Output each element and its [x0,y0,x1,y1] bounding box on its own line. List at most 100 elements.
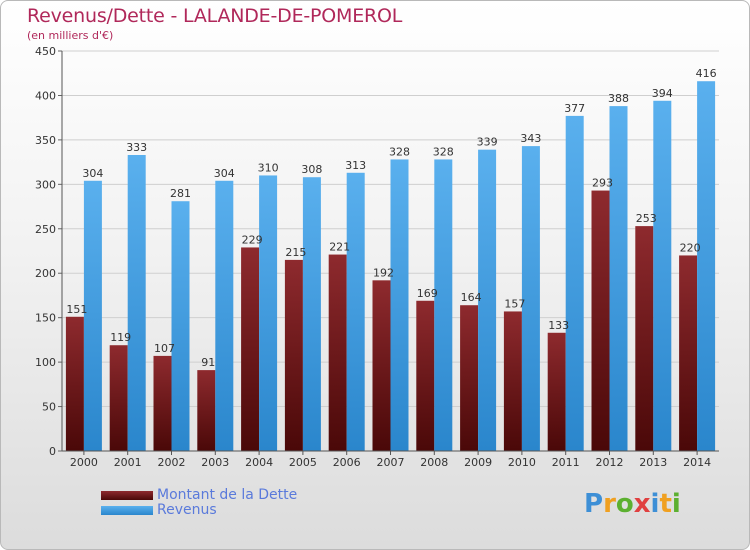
bar-dette-2005 [284,259,303,451]
bar-dette-2004 [241,247,260,451]
legend-label-revenus: Revenus [157,502,217,518]
data-label-dette: 215 [285,246,306,259]
logo-letter: r [603,489,616,519]
bar-dette-2007 [372,280,391,451]
bar-revenus-2005 [302,177,321,451]
y-tick-label: 300 [35,178,56,191]
data-label-dette: 151 [66,303,87,316]
y-tick-label: 450 [35,45,56,58]
legend-swatch-revenus [101,506,153,515]
bar-dette-2010 [503,311,522,451]
data-label-revenus: 388 [608,92,629,105]
bar-dette-2013 [635,226,654,451]
data-label-dette: 164 [461,291,482,304]
bar-revenus-2014 [697,81,716,451]
y-tick-label: 150 [35,312,56,325]
x-tick-label: 2011 [552,456,580,469]
bar-revenus-2000 [83,180,102,451]
data-label-revenus: 416 [696,67,717,80]
x-tick-label: 2012 [596,456,624,469]
bar-revenus-2002 [171,201,190,451]
bar-dette-2008 [416,300,435,451]
bar-dette-2002 [153,355,172,451]
legend-swatch-dette [101,491,153,500]
y-tick-label: 100 [35,356,56,369]
bar-dette-2000 [65,316,84,451]
x-tick-label: 2004 [245,456,273,469]
x-tick-label: 2001 [114,456,142,469]
bar-revenus-2008 [434,159,453,451]
data-label-dette: 107 [154,342,175,355]
logo-letter: t [659,489,672,519]
data-label-revenus: 394 [652,87,673,100]
data-label-revenus: 343 [520,132,541,145]
x-tick-label: 2009 [464,456,492,469]
bar-revenus-2012 [609,106,628,451]
x-tick-label: 2010 [508,456,536,469]
bar-revenus-2006 [346,172,365,451]
data-label-dette: 253 [636,212,657,225]
bar-revenus-2003 [215,180,234,451]
bar-dette-2006 [328,254,347,451]
data-label-revenus: 377 [564,102,585,115]
x-tick-label: 2005 [289,456,317,469]
data-label-dette: 192 [373,266,394,279]
data-label-dette: 119 [110,331,131,344]
data-label-revenus: 333 [126,141,147,154]
y-tick-label: 350 [35,134,56,147]
bar-dette-2012 [591,190,610,452]
x-tick-label: 2000 [70,456,98,469]
bar-dette-2009 [460,305,479,451]
x-tick-label: 2007 [377,456,405,469]
data-label-dette: 293 [592,177,613,190]
bar-dette-2001 [109,345,128,451]
bar-dette-2011 [547,332,566,451]
data-label-dette: 91 [201,356,215,369]
y-tick-label: 0 [49,445,56,458]
data-label-revenus: 328 [433,145,454,158]
bar-revenus-2010 [521,146,540,451]
data-label-revenus: 304 [214,167,235,180]
logo-letter: o [615,489,634,519]
y-tick-label: 250 [35,223,56,236]
logo-letter: x [633,489,651,519]
data-label-revenus: 308 [301,163,322,176]
chart-subtitle: (en milliers d'€) [27,29,114,42]
data-label-dette: 220 [680,241,701,254]
data-label-revenus: 304 [82,167,103,180]
x-tick-label: 2003 [201,456,229,469]
data-label-revenus: 339 [477,136,498,149]
bar-revenus-2009 [478,149,497,451]
bar-dette-2003 [197,370,216,451]
bar-dette-2014 [679,255,698,451]
x-tick-label: 2013 [639,456,667,469]
data-label-revenus: 310 [258,161,279,174]
bar-revenus-2001 [127,155,146,451]
data-label-dette: 169 [417,287,438,300]
bar-revenus-2007 [390,159,409,451]
data-label-revenus: 281 [170,187,191,200]
data-label-dette: 133 [548,319,569,332]
x-tick-label: 2008 [420,456,448,469]
x-tick-label: 2006 [333,456,361,469]
x-tick-label: 2002 [158,456,186,469]
data-label-revenus: 313 [345,159,366,172]
chart-title: Revenus/Dette - LALANDE-DE-POMEROL [27,5,403,27]
bar-revenus-2013 [653,100,672,452]
data-label-dette: 221 [329,241,350,254]
y-tick-label: 400 [35,89,56,102]
data-label-dette: 229 [242,233,263,246]
proxiti-logo: Proxiti [584,489,681,519]
data-label-dette: 157 [504,297,525,310]
logo-letter: i [671,489,681,519]
y-tick-label: 200 [35,267,56,280]
legend-label-dette: Montant de la Dette [157,487,298,503]
x-tick-label: 2014 [683,456,711,469]
logo-letter: P [584,489,604,519]
data-label-revenus: 328 [389,145,410,158]
logo-letter: i [650,489,660,519]
y-tick-label: 50 [42,401,56,414]
bar-revenus-2011 [565,115,584,451]
